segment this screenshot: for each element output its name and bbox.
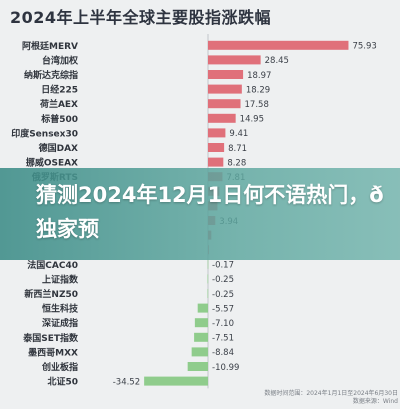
footer-note: 数据时间范围：2024年1月1日至2024年6月30日 数据来源：Wind	[258, 390, 398, 406]
bar	[187, 362, 208, 371]
bar	[208, 157, 224, 167]
category-label: 荷兰AEX	[39, 98, 78, 110]
category-label: 恒生科技	[42, 303, 79, 315]
category-label: 泰国SET指数	[22, 332, 79, 344]
category-label: 墨西哥MXX	[28, 347, 78, 358]
bar	[207, 289, 209, 298]
bar	[208, 113, 236, 123]
category-label: 法国CAC40	[27, 259, 78, 271]
value-label: -34.52	[113, 377, 140, 387]
bar	[194, 318, 208, 328]
value-label: 14.95	[240, 115, 264, 125]
value-label: 75.93	[352, 42, 376, 52]
bar	[194, 332, 208, 342]
value-label: 8.71	[228, 144, 247, 154]
category-label: 北证50	[47, 376, 78, 388]
overlay-banner	[0, 168, 400, 260]
value-label: -8.84	[212, 348, 234, 358]
category-label: 日经225	[41, 84, 78, 96]
value-label: 9.41	[229, 129, 248, 139]
bar	[207, 259, 209, 269]
value-label: -0.17	[212, 261, 234, 271]
value-label: -5.57	[212, 304, 234, 314]
bar	[208, 128, 226, 138]
bar	[207, 274, 209, 284]
category-label: 纳斯达克综指	[24, 69, 78, 81]
value-label: 18.29	[246, 85, 270, 95]
category-label: 标普500	[40, 113, 78, 125]
category-label: 印度Sensex30	[11, 127, 78, 139]
footer-source: 数据来源：Wind	[352, 398, 398, 405]
value-label: 17.58	[245, 100, 269, 110]
bar	[197, 303, 208, 313]
bar	[208, 55, 261, 65]
category-label: 挪威OSEAX	[26, 157, 78, 169]
value-label: -10.99	[212, 363, 239, 373]
chart-title: 2024年上半年全球主要股指涨跌幅	[10, 8, 272, 27]
bar	[208, 40, 349, 50]
footer-time-range: 数据时间范围：2024年1月1日至2024年6月30日	[264, 390, 398, 397]
bar	[191, 347, 208, 357]
category-label: 深证成指	[42, 317, 78, 329]
category-label: 新西兰NZ50	[24, 288, 78, 300]
category-label: 阿根廷MERV	[22, 40, 78, 52]
value-label: -0.25	[212, 275, 234, 285]
value-label: 8.28	[227, 158, 246, 168]
bar	[208, 99, 241, 109]
banner-text: 猜测2024年12月1日何不语热门，ð独家预	[36, 183, 384, 241]
category-label: 台湾加权	[42, 54, 79, 66]
value-label: -0.25	[212, 290, 234, 300]
value-label: 18.97	[247, 71, 271, 81]
category-label: 上证指数	[42, 273, 79, 285]
bar	[208, 84, 242, 94]
category-label: 德国DAX	[39, 142, 78, 154]
value-label: -7.10	[212, 319, 234, 329]
bar	[208, 70, 244, 79]
value-label: -7.51	[212, 334, 234, 344]
value-label: 28.45	[265, 56, 289, 66]
bar	[208, 143, 225, 152]
category-label: 创业板指	[41, 361, 78, 373]
bar	[144, 376, 208, 386]
